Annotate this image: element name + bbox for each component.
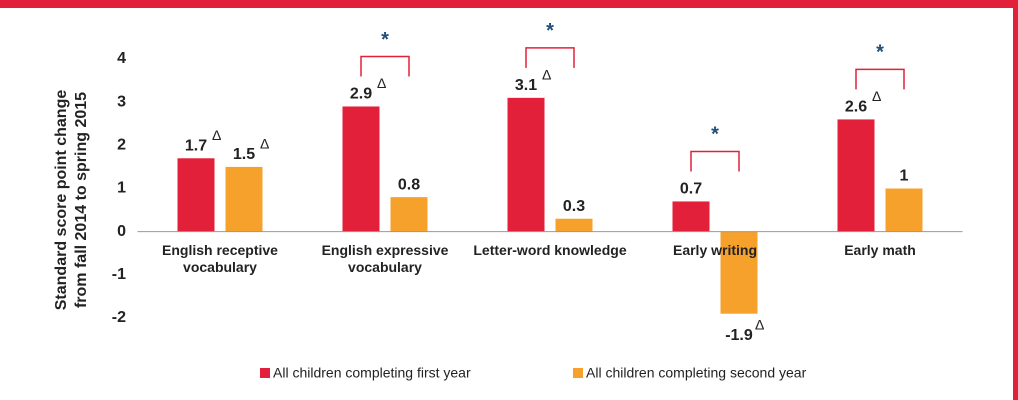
y-tick-label: -2 bbox=[112, 309, 126, 326]
delta-mark: Δ bbox=[377, 75, 386, 91]
significance-bracket bbox=[360, 55, 410, 77]
value-label: 0.3 bbox=[563, 198, 585, 215]
value-label: 0.8 bbox=[398, 176, 420, 193]
value-label: 2.9 bbox=[350, 86, 372, 103]
legend-label: All children completing first year bbox=[273, 365, 471, 381]
significance-bracket bbox=[690, 150, 740, 172]
y-tick-label: 4 bbox=[117, 50, 126, 67]
bar bbox=[177, 158, 215, 232]
significance-mark: * bbox=[546, 20, 554, 42]
significance-mark: * bbox=[381, 29, 389, 51]
y-tick-label: 3 bbox=[117, 93, 126, 110]
legend-label: All children completing second year bbox=[586, 365, 807, 381]
y-tick-label: 1 bbox=[117, 180, 126, 197]
bar bbox=[672, 201, 710, 232]
significance-bracket bbox=[855, 68, 905, 90]
x-tick-label: Early math bbox=[844, 241, 916, 258]
y-tick-label: -1 bbox=[112, 266, 126, 283]
y-tick-label: 2 bbox=[117, 137, 126, 154]
value-label: 2.6 bbox=[845, 99, 867, 116]
x-tick-label: English expressive vocabulary bbox=[321, 241, 449, 275]
x-tick-label: Letter-word knowledge bbox=[473, 241, 627, 258]
x-tick-label: Early writing bbox=[672, 241, 758, 258]
value-label: 3.1 bbox=[515, 77, 537, 94]
y-tick-label: 0 bbox=[117, 223, 126, 240]
bar bbox=[720, 231, 758, 314]
significance-mark: * bbox=[876, 42, 884, 64]
delta-mark: Δ bbox=[872, 88, 881, 104]
bar bbox=[225, 166, 263, 232]
bar bbox=[837, 119, 875, 232]
significance-mark: * bbox=[711, 124, 719, 146]
value-label: 1.7 bbox=[185, 137, 207, 154]
legend-swatch bbox=[260, 368, 270, 378]
delta-mark: Δ bbox=[260, 136, 269, 152]
right-band bbox=[1013, 0, 1018, 400]
bar bbox=[342, 106, 380, 232]
significance-bracket bbox=[525, 47, 575, 68]
bar bbox=[885, 188, 923, 232]
delta-mark: Δ bbox=[542, 67, 551, 83]
bar bbox=[390, 197, 428, 232]
top-band bbox=[0, 0, 1018, 8]
y-axis-label: Standard score point change bbox=[53, 90, 70, 311]
value-label: 0.7 bbox=[680, 181, 702, 198]
value-label: 1.5 bbox=[233, 146, 255, 163]
bar bbox=[555, 218, 593, 232]
y-axis-label: from fall 2014 to spring 2015 bbox=[73, 92, 90, 308]
bar bbox=[507, 97, 545, 232]
delta-mark: Δ bbox=[212, 127, 221, 143]
value-label: -1.9 bbox=[725, 327, 753, 344]
x-tick-label: English receptive vocabulary bbox=[162, 241, 278, 275]
value-label: 1 bbox=[900, 168, 909, 185]
legend-swatch bbox=[573, 368, 583, 378]
delta-mark: Δ bbox=[755, 316, 764, 332]
